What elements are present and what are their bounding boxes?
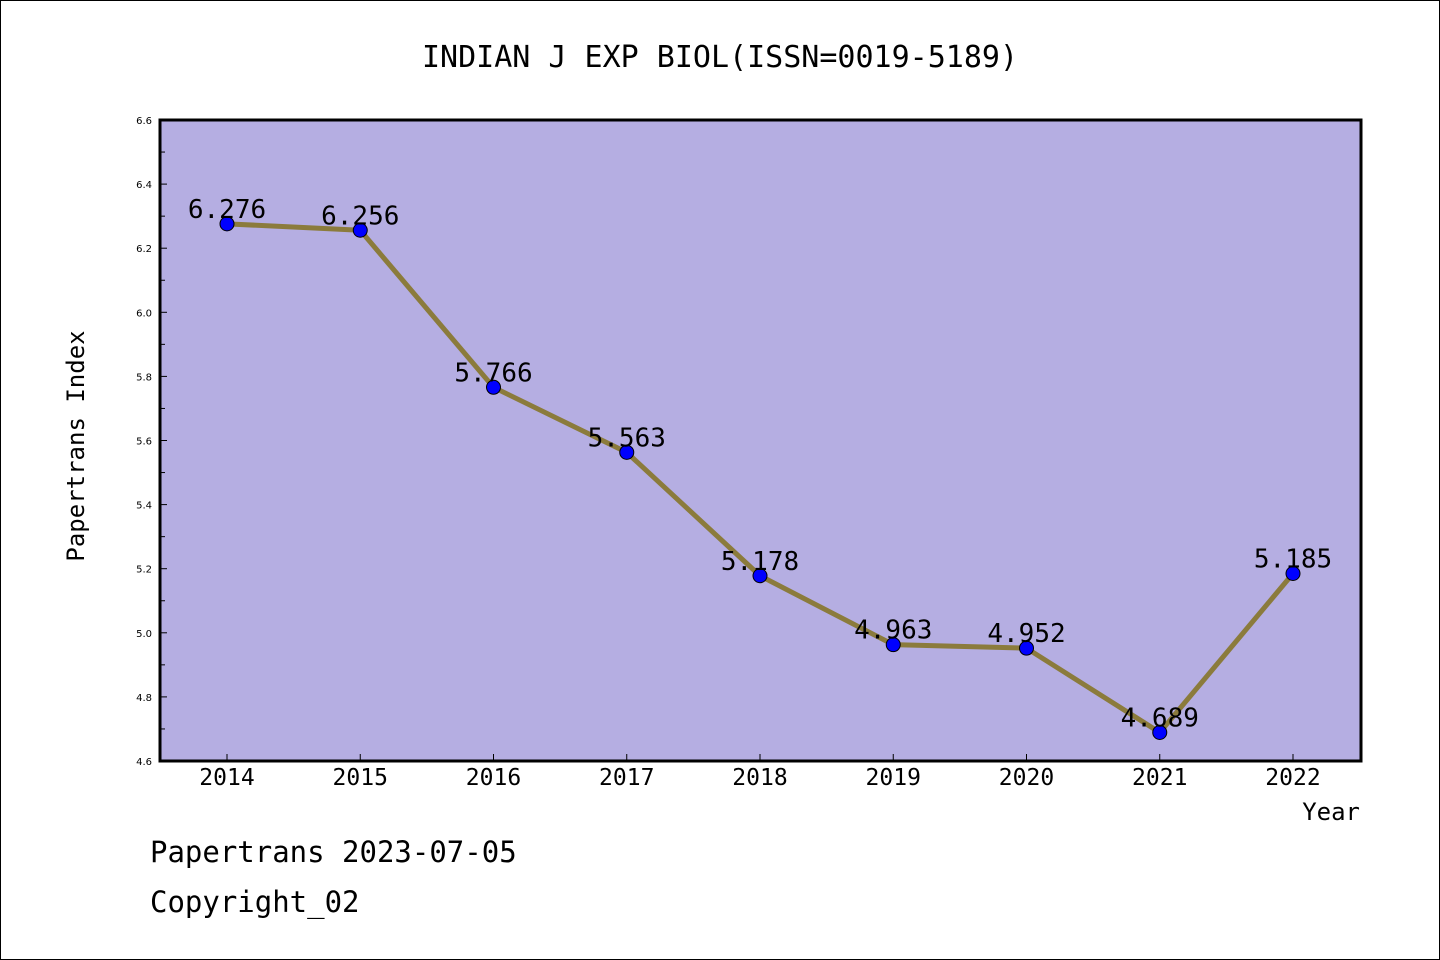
data-point (752, 568, 768, 584)
y-tick-label: 5.0 (136, 629, 152, 640)
x-tick-label: 2018 (732, 765, 787, 791)
x-axis-label: Year (1302, 798, 1360, 826)
data-point (1285, 566, 1301, 582)
data-label: 5.563 (588, 423, 666, 453)
y-tick-label: 4.8 (136, 693, 152, 704)
x-tick-label: 2022 (1265, 765, 1320, 791)
x-tick-label: 2016 (466, 765, 521, 791)
data-label: 5.178 (721, 547, 799, 577)
data-labels: 6.276 6.256 5.766 5.563 5.178 4.963 4.952 4.689… (188, 195, 1332, 734)
y-tick-label: 6.4 (136, 180, 152, 191)
y-tick-label: 6.0 (136, 308, 152, 319)
x-tick-label: 2019 (866, 765, 921, 791)
y-tick-label: 5.6 (136, 437, 152, 448)
data-label: 4.689 (1121, 703, 1199, 733)
x-tick-label: 2020 (999, 765, 1054, 791)
footer-date: Papertrans 2023-07-05 (150, 835, 517, 869)
data-point (619, 444, 635, 460)
x-axis: 2014 2015 2016 2017 2018 2019 2020 2021 2022 (199, 754, 1321, 791)
chart-title: INDIAN J EXP BIOL(ISSN=0019-5189) (422, 40, 1018, 75)
y-tick-label: 4.6 (136, 757, 152, 768)
data-point (486, 379, 501, 395)
x-tick-label: 2014 (199, 765, 254, 791)
x-tick-label: 2017 (599, 765, 654, 791)
data-label: 5.766 (454, 358, 532, 388)
x-tick-label: 2021 (1132, 765, 1187, 791)
y-tick-label: 5.2 (136, 565, 152, 576)
data-label: 6.276 (188, 195, 266, 225)
data-point (352, 222, 368, 238)
data-point (885, 637, 901, 653)
data-label: 4.952 (987, 619, 1065, 649)
data-point (219, 216, 235, 232)
footer-copyright: Copyright_02 (150, 885, 360, 919)
y-axis: 4.6 4.8 5.0 5.2 5.4 5.6 5.8 6.0 6.2 6.4 6.6 (136, 116, 167, 768)
y-tick-label: 5.8 (136, 372, 152, 383)
y-tick-label: 6.6 (136, 116, 152, 127)
y-axis-label: Papertrans Index (62, 330, 90, 561)
data-label: 4.963 (854, 616, 932, 646)
y-tick-label: 5.4 (136, 501, 152, 512)
y-tick-label: 6.2 (136, 244, 152, 255)
x-tick-label: 2015 (333, 765, 388, 791)
data-points (219, 216, 1301, 740)
data-label: 5.185 (1254, 545, 1332, 575)
data-point (1019, 640, 1034, 656)
data-label: 6.256 (321, 201, 399, 231)
data-point (1152, 724, 1168, 740)
